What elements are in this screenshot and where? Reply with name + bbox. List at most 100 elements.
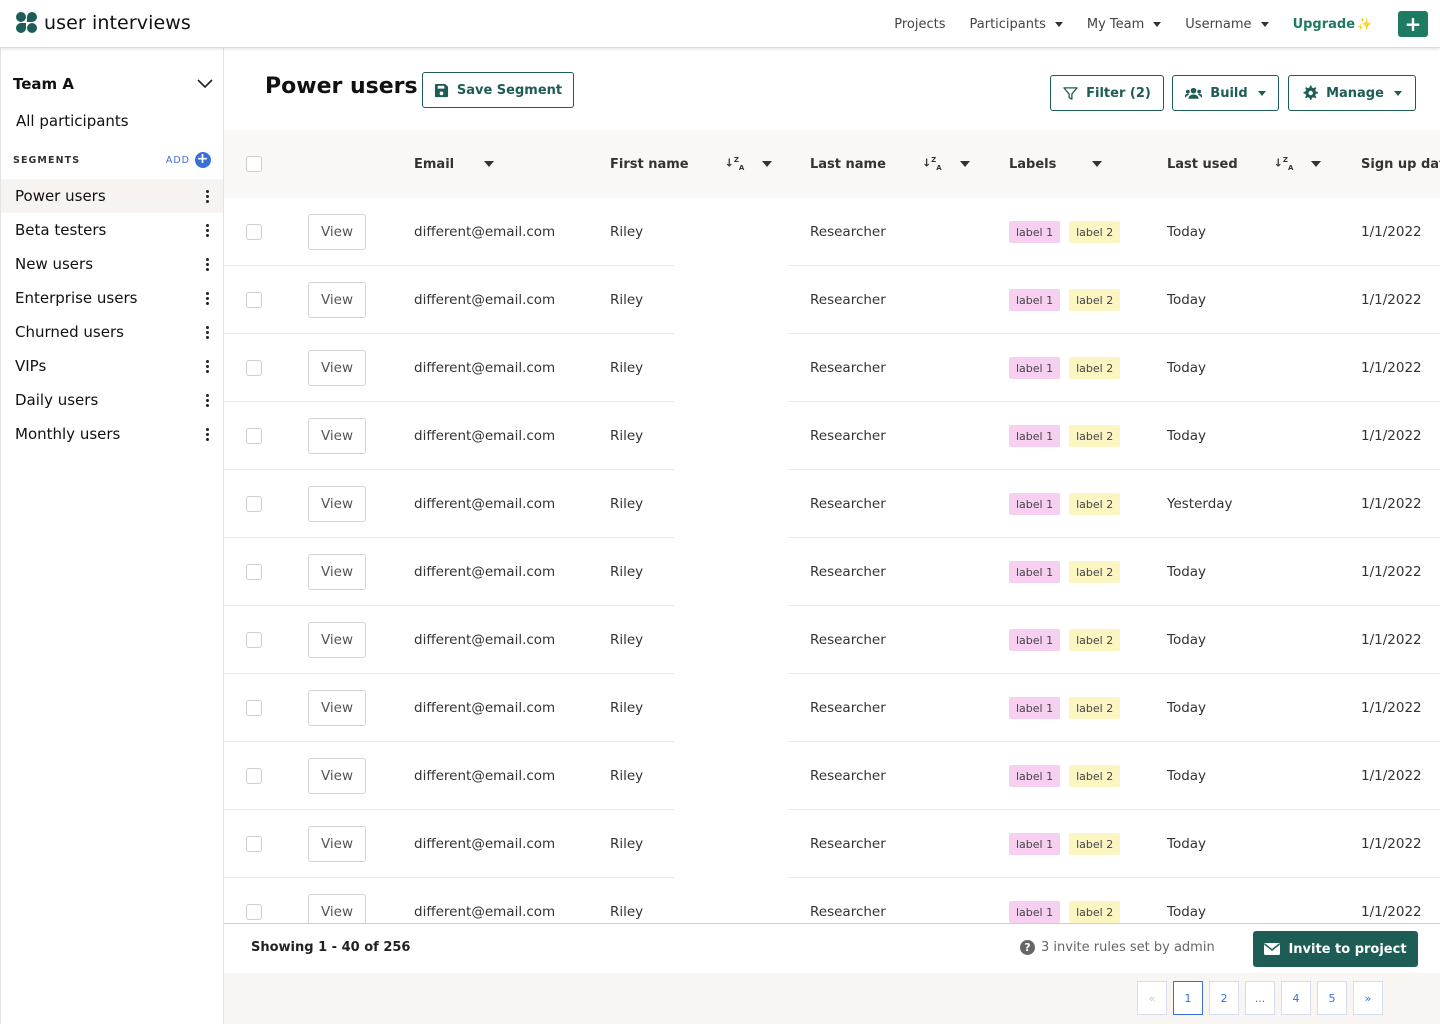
column-last-used[interactable]: Last used ↓ZA <box>1167 130 1322 198</box>
last-name-cell: Researcher <box>810 700 886 716</box>
email-cell: different@email.com <box>414 632 556 648</box>
label-chip: label 2 <box>1069 765 1121 787</box>
last-name-cell: Researcher <box>810 224 886 240</box>
add-segment-button[interactable]: ADD + <box>166 152 211 168</box>
build-button[interactable]: Build <box>1172 75 1279 111</box>
add-segment-label: ADD <box>165 154 190 166</box>
more-options-icon[interactable] <box>205 359 209 374</box>
segment-item[interactable]: Beta testers <box>1 213 223 247</box>
page-button[interactable]: ... <box>1245 981 1275 1015</box>
all-participants-link[interactable]: All participants <box>16 112 129 130</box>
sort-icon[interactable]: ↓ZA <box>724 155 745 172</box>
view-button[interactable]: View <box>308 554 366 590</box>
segment-item[interactable]: VIPs <box>1 349 223 383</box>
email-cell: different@email.com <box>414 224 556 240</box>
more-options-icon[interactable] <box>205 291 209 306</box>
team-selector[interactable]: Team A <box>13 72 213 96</box>
view-button[interactable]: View <box>308 622 366 658</box>
page-button[interactable]: 1 <box>1173 981 1203 1015</box>
segment-item[interactable]: Power users <box>1 179 223 213</box>
caret-down-icon[interactable] <box>959 161 970 167</box>
nav-projects[interactable]: Projects <box>894 17 945 32</box>
view-button[interactable]: View <box>308 350 366 386</box>
nav-username[interactable]: Username <box>1185 17 1269 32</box>
view-cell: View <box>308 266 366 334</box>
column-first-name[interactable]: First name ↓ZA <box>610 130 773 198</box>
column-email[interactable]: Email <box>414 130 495 198</box>
nav-projects-label: Projects <box>894 16 946 32</box>
more-options-icon[interactable] <box>205 427 209 442</box>
row-checkbox[interactable] <box>246 632 262 648</box>
view-button[interactable]: View <box>308 214 366 250</box>
row-divider <box>788 673 1440 674</box>
plus-icon: + <box>1404 12 1422 36</box>
sort-icon[interactable]: ↓ZA <box>921 155 942 172</box>
last-used-cell: Today <box>1167 360 1207 376</box>
labels-cell: label 1 label 2 <box>1009 810 1129 878</box>
column-labels[interactable]: Labels <box>1009 130 1103 198</box>
segment-item[interactable]: Churned users <box>1 315 223 349</box>
view-button[interactable]: View <box>308 282 366 318</box>
page-button[interactable]: 5 <box>1317 981 1347 1015</box>
segment-item[interactable]: Enterprise users <box>1 281 223 315</box>
view-button[interactable]: View <box>308 894 366 923</box>
segment-item[interactable]: New users <box>1 247 223 281</box>
more-options-icon[interactable] <box>205 189 209 204</box>
row-checkbox[interactable] <box>246 904 262 920</box>
labels-cell: label 1 label 2 <box>1009 470 1129 538</box>
caret-down-icon[interactable] <box>1311 161 1322 167</box>
row-checkbox[interactable] <box>246 496 262 512</box>
segment-item[interactable]: Monthly users <box>1 417 223 451</box>
select-all-checkbox[interactable] <box>246 156 262 172</box>
row-checkbox[interactable] <box>246 768 262 784</box>
page-button[interactable]: 4 <box>1281 981 1311 1015</box>
view-button[interactable]: View <box>308 758 366 794</box>
first-page-button[interactable]: « <box>1137 981 1167 1015</box>
sign-up-date-cell: 1/1/2022 <box>1361 564 1422 580</box>
sort-icon[interactable]: ↓ZA <box>1273 155 1294 172</box>
view-button[interactable]: View <box>308 690 366 726</box>
page-button[interactable]: 2 <box>1209 981 1239 1015</box>
label-chip: label 1 <box>1009 697 1061 719</box>
row-checkbox[interactable] <box>246 292 262 308</box>
more-options-icon[interactable] <box>205 325 209 340</box>
caret-down-icon[interactable] <box>762 161 773 167</box>
caret-down-icon[interactable] <box>1092 161 1103 167</box>
first-name-cell: Riley <box>610 632 644 648</box>
more-options-icon[interactable] <box>205 393 209 408</box>
table-row: View different@email.com Riley Researcher la… <box>224 266 1440 334</box>
nav-participants[interactable]: Participants <box>970 17 1063 32</box>
row-checkbox[interactable] <box>246 428 262 444</box>
upgrade-link[interactable]: Upgrade ✨ <box>1293 17 1372 32</box>
caret-down-icon[interactable] <box>484 161 495 167</box>
row-checkbox[interactable] <box>246 224 262 240</box>
row-checkbox[interactable] <box>246 836 262 852</box>
row-checkbox[interactable] <box>246 360 262 376</box>
row-checkbox[interactable] <box>246 564 262 580</box>
invite-rules-link[interactable]: ? 3 invite rules set by admin <box>1020 940 1215 955</box>
column-sign-up-date[interactable]: Sign up date <box>1361 130 1440 198</box>
caret-down-icon <box>1260 21 1269 27</box>
sign-up-date-cell: 1/1/2022 <box>1361 360 1422 376</box>
first-name-cell: Riley <box>610 768 644 784</box>
table-row: View different@email.com Riley Researcher la… <box>224 674 1440 742</box>
nav-my-team[interactable]: My Team <box>1087 17 1162 32</box>
save-segment-button[interactable]: Save Segment <box>422 72 574 108</box>
manage-button[interactable]: Manage <box>1288 75 1416 111</box>
invite-to-project-button[interactable]: Invite to project <box>1253 931 1418 967</box>
row-checkbox[interactable] <box>246 700 262 716</box>
row-checkbox-cell <box>246 198 262 266</box>
more-options-icon[interactable] <box>205 223 209 238</box>
floppy-disk-icon <box>434 83 448 97</box>
last-page-button[interactable]: » <box>1353 981 1383 1015</box>
segment-item[interactable]: Daily users <box>1 383 223 417</box>
view-button[interactable]: View <box>308 826 366 862</box>
logo[interactable]: user interviews <box>16 12 191 34</box>
column-last-name[interactable]: Last name ↓ZA <box>810 130 970 198</box>
first-name-cell: Riley <box>610 836 644 852</box>
more-options-icon[interactable] <box>205 257 209 272</box>
filter-button[interactable]: Filter (2) <box>1050 75 1164 111</box>
view-button[interactable]: View <box>308 418 366 454</box>
view-button[interactable]: View <box>308 486 366 522</box>
new-button[interactable]: + <box>1398 11 1428 37</box>
